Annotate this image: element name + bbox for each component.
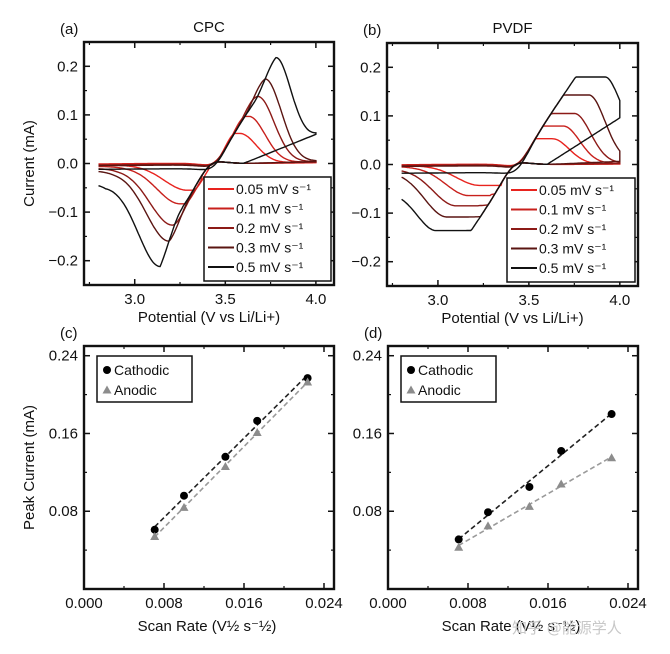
- y-tick-label: 0.08: [49, 503, 78, 520]
- legend-marker-circle: [103, 366, 111, 374]
- legend-marker-triangle: [102, 385, 112, 394]
- cv-curve-3: [401, 112, 621, 207]
- data-point-anodic: [524, 501, 534, 510]
- plot-frame: [386, 344, 640, 591]
- legend-label: 0.2 mV s⁻¹: [539, 221, 607, 237]
- panel-title: CPC: [193, 19, 225, 36]
- cv-curve-5: [98, 56, 317, 268]
- x-axis-label: Scan Rate (V½ s⁻½): [138, 618, 277, 635]
- y-tick-label: 0.1: [57, 107, 78, 124]
- plot-frame: [82, 344, 336, 591]
- x-tick-label: 0.024: [305, 595, 343, 612]
- y-tick-label: −0.1: [351, 205, 381, 222]
- panel-tag: (c): [60, 325, 78, 342]
- legend-label: 0.2 mV s⁻¹: [236, 220, 304, 236]
- legend-label: 0.5 mV s⁻¹: [539, 260, 607, 276]
- data-point-anodic: [252, 428, 262, 437]
- x-tick-label: 3.5: [518, 292, 539, 309]
- fit-line-anodic: [154, 381, 309, 538]
- data-point-cathodic: [607, 410, 616, 419]
- data-point-cathodic: [557, 446, 566, 455]
- y-axis-label: Current (mA): [21, 120, 38, 207]
- data-point-anodic: [303, 377, 313, 386]
- y-tick-label: 0.16: [49, 425, 78, 442]
- fit-line-cathodic: [154, 374, 309, 528]
- y-tick-label: −0.2: [48, 253, 78, 270]
- legend-label: 0.05 mV s⁻¹: [236, 181, 311, 197]
- panel-tag: (d): [364, 325, 382, 342]
- x-tick-label: 4.0: [609, 292, 630, 309]
- data-point-cathodic: [180, 491, 188, 500]
- panel-tag: (a): [60, 21, 78, 38]
- data-point-cathodic: [253, 416, 262, 425]
- y-tick-label: 0.0: [360, 157, 381, 174]
- y-tick-label: −0.1: [48, 204, 78, 221]
- x-tick-label: 0.016: [529, 595, 567, 612]
- x-tick-label: 4.0: [305, 291, 326, 308]
- legend-label: Anodic: [114, 382, 157, 398]
- data-point-cathodic: [221, 452, 230, 461]
- panel-title: PVDF: [492, 20, 532, 37]
- x-axis-label: Potential (V vs Li/Li+): [441, 310, 583, 327]
- data-point-cathodic: [484, 508, 492, 517]
- y-tick-label: 0.16: [353, 425, 382, 442]
- data-point-anodic: [556, 479, 566, 488]
- y-axis-label: Peak Current (mA): [21, 405, 38, 530]
- legend-label: 0.5 mV s⁻¹: [236, 259, 304, 275]
- x-tick-label: 3.0: [427, 292, 448, 309]
- x-tick-label: 3.0: [124, 291, 145, 308]
- y-tick-label: 0.2: [57, 58, 78, 75]
- data-point-cathodic: [454, 535, 463, 544]
- legend-label: 0.1 mV s⁻¹: [539, 202, 607, 218]
- x-tick-label: 0.000: [369, 595, 407, 612]
- data-point-anodic: [483, 521, 493, 530]
- legend-marker-circle: [407, 366, 415, 374]
- cv-curve-4: [401, 94, 621, 218]
- y-tick-label: 0.24: [49, 348, 78, 365]
- y-tick-label: 0.1: [360, 108, 381, 125]
- data-point-anodic: [607, 453, 617, 462]
- plot-frame: [82, 40, 336, 287]
- x-tick-label: 3.5: [215, 291, 236, 308]
- legend-box: [400, 355, 497, 403]
- fit-line-anodic: [458, 456, 613, 547]
- data-point-anodic: [150, 532, 160, 541]
- data-point-anodic: [179, 502, 189, 511]
- legend-label: Cathodic: [418, 362, 473, 378]
- legend-label: 0.05 mV s⁻¹: [539, 182, 614, 198]
- watermark-text: 知乎 @能源学人: [512, 619, 622, 637]
- x-tick-label: 0.000: [65, 595, 103, 612]
- cv-curve-5: [401, 76, 621, 232]
- x-tick-label: 0.016: [225, 595, 263, 612]
- y-tick-label: 0.08: [353, 503, 382, 520]
- legend-label: 0.3 mV s⁻¹: [539, 241, 607, 257]
- data-point-anodic: [220, 462, 230, 471]
- y-tick-label: 0.0: [57, 156, 78, 173]
- fit-line-cathodic: [458, 412, 613, 540]
- data-point-anodic: [454, 542, 464, 551]
- x-axis-label: Potential (V vs Li/Li+): [138, 309, 280, 326]
- y-tick-label: 0.24: [353, 348, 382, 365]
- cv-curve-4: [98, 78, 317, 242]
- data-point-cathodic: [525, 482, 534, 491]
- legend-box: [96, 355, 193, 403]
- plot-frame: [385, 41, 640, 288]
- x-tick-label: 0.008: [449, 595, 487, 612]
- y-tick-label: −0.2: [351, 254, 381, 271]
- legend-label: 0.3 mV s⁻¹: [236, 240, 304, 256]
- x-tick-label: 0.008: [145, 595, 183, 612]
- legend-label: Anodic: [418, 382, 461, 398]
- y-tick-label: 0.2: [360, 59, 381, 76]
- legend-marker-triangle: [406, 385, 416, 394]
- legend-label: Cathodic: [114, 362, 169, 378]
- data-point-cathodic: [150, 525, 159, 534]
- legend-label: 0.1 mV s⁻¹: [236, 201, 304, 217]
- panel-tag: (b): [363, 22, 381, 39]
- x-axis-label: Scan Rate (V½ s⁻½): [442, 618, 581, 635]
- x-tick-label: 0.024: [609, 595, 647, 612]
